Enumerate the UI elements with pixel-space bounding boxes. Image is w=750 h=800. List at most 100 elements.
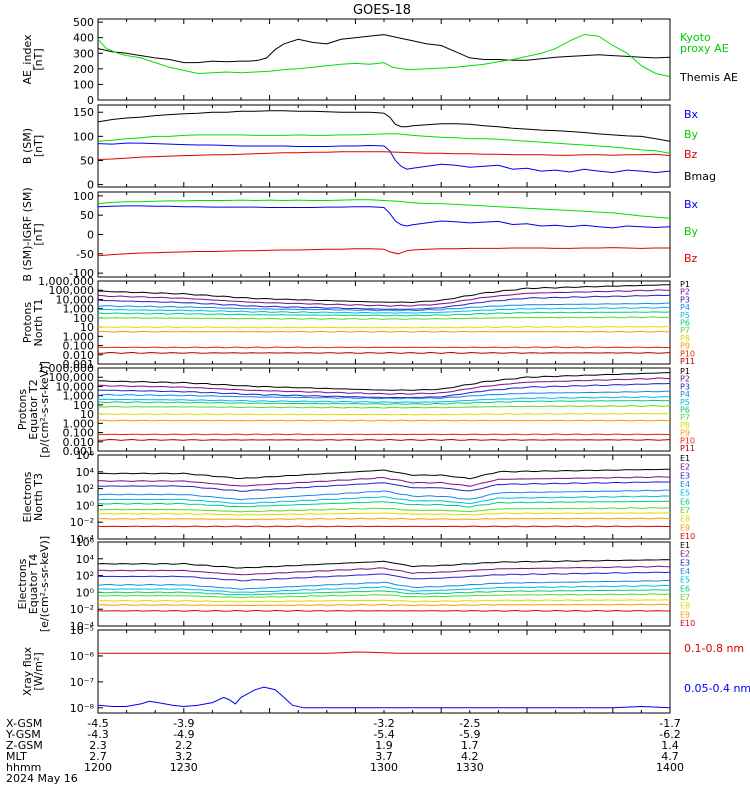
- panel-5-legend-P3: P3: [680, 382, 690, 391]
- panel-7-y-label: Electrons: [16, 558, 29, 609]
- panel-1-y-tick-label: 400: [73, 32, 94, 45]
- panel-4-legend-P6: P6: [680, 319, 690, 328]
- panel-4-y-tick-label: 0.010: [63, 349, 95, 362]
- panel-6-channel-E1-line: [97, 468, 670, 480]
- panel-5-channel-P4-line: [97, 390, 670, 400]
- footer-value: 2.2: [175, 739, 193, 752]
- footer-value: 1230: [170, 761, 198, 774]
- panel-6-y-tick-label: 10²: [76, 483, 94, 496]
- panel-5-y-tick-label: 1,000,000: [38, 362, 94, 375]
- panel-3-y-tick-label: 100: [73, 190, 94, 203]
- panel-8-y-tick-label: 10⁻⁵: [70, 624, 94, 637]
- panel-4-y-tick-label: 0.001: [63, 358, 95, 371]
- footer-value: -4.9: [173, 728, 194, 741]
- panel-4-channel-P8-line: [97, 325, 671, 329]
- panel-4-legend-P1: P1: [680, 280, 690, 289]
- panel-6-channel-E10-line: [97, 525, 670, 528]
- panel-7-channel-E6-line: [97, 589, 671, 596]
- footer-label-2: Y-GSM: [5, 728, 41, 741]
- panel-5-legend-P6: P6: [680, 406, 690, 415]
- panel-6-channel-E9-line: [97, 517, 671, 520]
- panel-6-legend-E1: E1: [680, 454, 690, 463]
- panel-5-y-tick-label: 1,000: [63, 390, 95, 403]
- panel-5-legend-P1: P1: [680, 367, 690, 376]
- footer-value: -1.7: [659, 717, 680, 730]
- footer-value: 2.3: [89, 739, 107, 752]
- panel-6-channel-E6-line: [97, 500, 671, 508]
- footer-label-1: X-GSM: [6, 717, 42, 730]
- footer-value: -5.9: [459, 728, 480, 741]
- panel-5-y-label: Protons: [16, 389, 29, 430]
- panel-1-frame: [97, 18, 671, 101]
- panel-5-channel-P6-line: [97, 399, 671, 405]
- panel-2-legend-bmag: Bmag: [684, 170, 716, 183]
- footer-value: 3.7: [375, 750, 393, 763]
- panel-3-y-label: B (SM)-IGRF (SM): [21, 187, 34, 281]
- panel-6-channel-E3-line: [97, 481, 671, 492]
- panel-4-channel-P6-line: [97, 311, 671, 317]
- panel-5-y-label: Equator T2: [27, 379, 40, 439]
- panel-7-channel-E3-line: [97, 571, 671, 582]
- panel-7-y-tick-label: 10⁶: [76, 536, 95, 549]
- panel-6-legend-E4: E4: [680, 480, 690, 489]
- panel-5-y-tick-label: 10: [80, 408, 94, 421]
- panel-4-legend-P3: P3: [680, 295, 690, 304]
- panel-7-legend-E8: E8: [680, 602, 690, 611]
- panel-3-legend-bx: Bx: [684, 198, 699, 211]
- panel-7-channel-E4-line: [97, 580, 670, 590]
- panel-2-series-1-line: [97, 110, 671, 142]
- panel-4-y-label: Protons: [21, 302, 34, 343]
- panel-5-legend-P7: P7: [680, 413, 690, 422]
- panel-8-frame: [97, 629, 671, 714]
- panel-6-y-tick-label: 10⁴: [76, 466, 95, 479]
- panel-3-y-label: [nT]: [32, 223, 45, 245]
- footer-value: 4.7: [661, 750, 679, 763]
- panel-5-channel-P3-line: [97, 383, 671, 399]
- footer-value: 1.7: [461, 739, 479, 752]
- panel-8-y-tick-label: 10⁻⁷: [70, 676, 94, 689]
- panel-5-channel-P8-line: [97, 412, 671, 416]
- panel-4-channel-P2-line: [97, 289, 671, 307]
- panel-1-y-label: [nT]: [32, 48, 45, 70]
- panel-2-y-label: B (SM): [21, 128, 34, 164]
- footer-value: -4.3: [87, 728, 108, 741]
- panel-1-legend-kyoto: Kyoto: [680, 31, 711, 44]
- panel-6-legend-E2: E2: [680, 463, 690, 472]
- panel-1-y-tick-label: 500: [73, 16, 94, 29]
- panel-6-legend-E6: E6: [680, 497, 690, 506]
- panel-5-y-tick-label: 100,000: [49, 371, 95, 384]
- panel-7-y-tick-label: 10²: [76, 570, 94, 583]
- footer-value: 2.7: [89, 750, 107, 763]
- panel-5-legend-P10: P10: [680, 436, 695, 445]
- footer-value: 1400: [656, 761, 684, 774]
- panel-4-legend-P10: P10: [680, 349, 695, 358]
- panel-4-channel-P5-line: [97, 306, 671, 314]
- footer-label-5: hhmm: [6, 761, 41, 774]
- panel-4-channel-P4-line: [97, 302, 670, 312]
- panel-2-legend-bx: Bx: [684, 108, 699, 121]
- panel-6-legend-E10: E10: [680, 532, 695, 541]
- panel-4-legend-P2: P2: [680, 288, 690, 297]
- panel-4-y-tick-label: 1,000: [63, 303, 95, 316]
- footer-value: 1.4: [661, 739, 679, 752]
- panel-2-y-tick-label: 150: [73, 106, 94, 119]
- panel-1-legend-proxy-ae: proxy AE: [680, 42, 729, 55]
- panel-8-y-label: Xray flux: [21, 646, 34, 696]
- panel-4-legend-P8: P8: [680, 334, 690, 343]
- panel-3-y-tick-label: -100: [69, 267, 94, 280]
- panel-5-channel-P5-line: [97, 396, 671, 403]
- panel-4-legend-P4: P4: [680, 303, 690, 312]
- panel-2-legend-by: By: [684, 128, 699, 141]
- panel-2-y-label: [nT]: [32, 135, 45, 157]
- panel-3-series-2-line: [97, 205, 671, 229]
- panel-6-y-tick-label: 10⁶: [76, 449, 95, 462]
- footer-value: -3.2: [373, 717, 394, 730]
- panel-1-y-tick-label: 200: [73, 63, 94, 76]
- panel-5-legend-P2: P2: [680, 375, 690, 384]
- panel-3-y-tick-label: 0: [87, 229, 94, 242]
- panel-5-channel-P1-line: [97, 372, 671, 391]
- panel-7-legend-E2: E2: [680, 550, 690, 559]
- panel-4-y-tick-label: 0.100: [63, 340, 95, 353]
- footer-value: 1.9: [375, 739, 393, 752]
